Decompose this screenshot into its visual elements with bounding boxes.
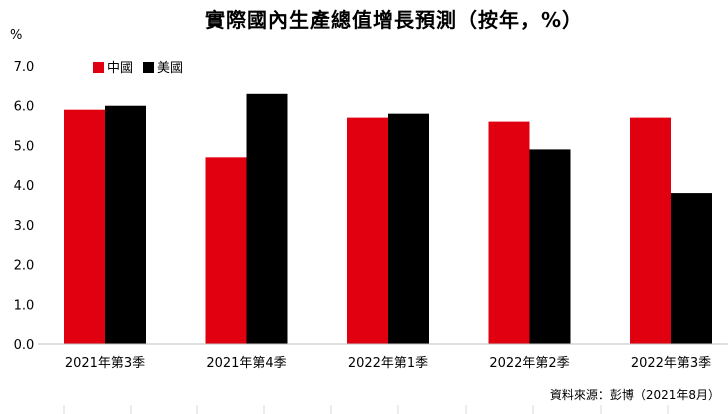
y-tick-label: 3.0	[14, 219, 35, 234]
bar-usa-3	[388, 113, 429, 345]
source-note: 資料來源：彭博（2021年8月）	[550, 387, 720, 402]
legend-swatch-china	[93, 62, 104, 73]
bar-china-1	[64, 109, 105, 344]
legend-swatch-usa	[143, 62, 154, 73]
y-tick-label: 4.0	[14, 179, 35, 194]
x-category-label: 2022年第2季	[489, 356, 569, 371]
y-axis-unit-label: %	[10, 28, 22, 43]
bars	[64, 93, 712, 345]
x-category-label: 2021年第4季	[206, 356, 286, 371]
bar-usa-4	[529, 149, 571, 344]
x-category-label: 2021年第3季	[65, 356, 145, 371]
legend-label-usa: 美國	[157, 61, 183, 76]
bar-china-4	[488, 121, 530, 344]
y-tick-label: 5.0	[14, 139, 35, 154]
bar-china-2	[205, 157, 247, 344]
bar-china-5	[630, 117, 671, 344]
y-tick-label: 1.0	[14, 298, 35, 313]
y-tick-label: 6.0	[14, 100, 35, 115]
bottom-tick-marks	[63, 405, 669, 414]
chart-title: 實際國內生產總值增長預測（按年，%）	[205, 8, 583, 32]
y-tick-label: 0.0	[14, 338, 35, 353]
x-category-label: 2022年第3季	[631, 356, 711, 371]
y-tick-label: 2.0	[14, 259, 35, 274]
y-axis-ticks: 0.0 1.0 2.0 3.0 4.0 5.0 6.0 7.0	[14, 60, 35, 353]
bar-usa-1	[105, 105, 146, 344]
y-tick-label: 7.0	[14, 60, 35, 75]
bar-usa-5	[671, 193, 712, 344]
x-axis-labels: 2021年第3季 2021年第4季 2022年第1季 2022年第2季 2022年第3季	[65, 356, 711, 371]
bar-china-3	[347, 117, 388, 344]
x-category-label: 2022年第1季	[348, 356, 428, 371]
legend: 中國 美國	[93, 61, 183, 76]
bar-usa-2	[246, 93, 288, 344]
legend-label-china: 中國	[107, 61, 133, 76]
